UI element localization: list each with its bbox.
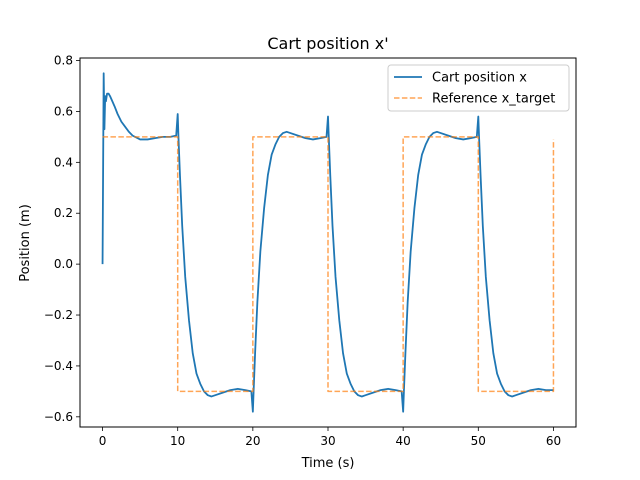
legend: Cart position x Reference x_target [387, 64, 570, 112]
y-tick-label-7: 0.8 [54, 54, 73, 68]
plot-frame [79, 57, 577, 428]
chart-title: Cart position x' [267, 34, 388, 53]
x-axis-label: Time (s) [301, 456, 355, 471]
x-tick-label-6: 60 [546, 434, 561, 448]
series-layer [101, 72, 555, 413]
x-tick-label-4: 40 [396, 434, 411, 448]
y-tick-label-0: −0.6 [44, 410, 73, 424]
y-tick-label-3: 0.0 [54, 257, 73, 271]
y-tick-label-1: −0.4 [44, 359, 73, 373]
x-tick-label-5: 50 [471, 434, 486, 448]
legend-label-0: Cart position x [432, 71, 527, 86]
legend-label-1: Reference x_target [432, 92, 555, 107]
ticks-layer: 0 10 20 30 40 50 60 −0.6 −0.4 −0.2 0.0 0.2 0.4 0.6 0.8 [44, 54, 561, 448]
y-tick-label-2: −0.2 [44, 308, 73, 322]
x-tick-label-2: 20 [245, 434, 260, 448]
y-tick-label-5: 0.4 [54, 155, 73, 169]
x-tick-label-3: 30 [320, 434, 335, 448]
y-tick-label-6: 0.6 [54, 104, 73, 118]
y-tick-label-4: 0.2 [54, 206, 73, 220]
y-axis-label: Position (m) [18, 204, 33, 282]
x-tick-label-1: 10 [170, 434, 185, 448]
x-tick-label-0: 0 [99, 434, 107, 448]
series-line-1 [102, 136, 555, 393]
legend-box [387, 64, 570, 112]
